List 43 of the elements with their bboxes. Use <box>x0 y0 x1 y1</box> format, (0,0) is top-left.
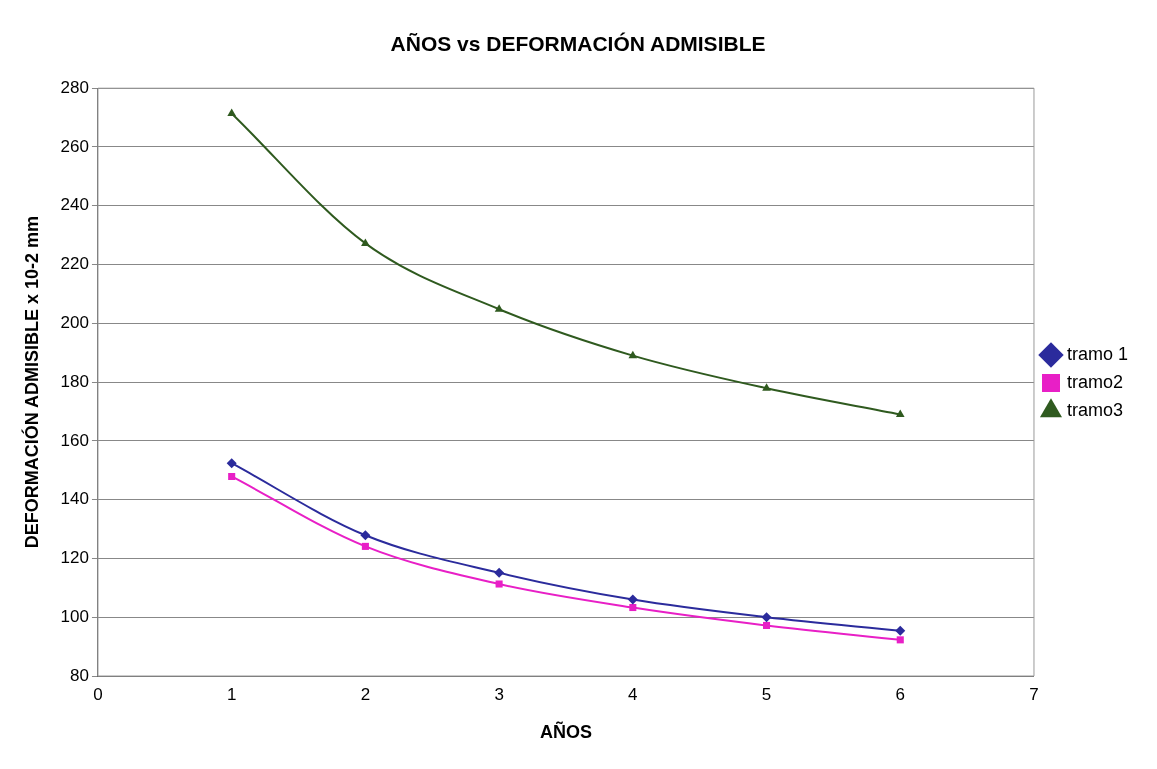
y-tick-label: 100 <box>60 606 89 626</box>
legend-label: tramo2 <box>1066 371 1124 392</box>
point <box>761 612 772 623</box>
point <box>629 603 637 612</box>
y-tick-label: 200 <box>60 313 89 333</box>
y-tick-label: 160 <box>60 430 89 450</box>
point <box>895 625 906 636</box>
y-tick-label: 80 <box>70 665 89 685</box>
x-tick-label: 1 <box>226 684 237 704</box>
x-tick-label: 5 <box>761 684 772 704</box>
point <box>628 350 638 359</box>
y-tick-label: 240 <box>60 195 89 215</box>
point <box>494 567 505 578</box>
point <box>763 621 771 629</box>
x-tick-label: 7 <box>1029 684 1039 704</box>
x-tick-label: 0 <box>93 684 103 704</box>
point <box>495 580 503 588</box>
y-tick-label: 120 <box>60 548 89 568</box>
point <box>895 409 905 417</box>
y-tick-label: 220 <box>60 254 89 274</box>
x-tick-label: 6 <box>895 684 905 704</box>
point <box>360 530 371 541</box>
x-tick-label: 3 <box>494 684 504 704</box>
point <box>762 383 771 391</box>
x-tick-label: 4 <box>628 684 638 704</box>
y-tick-label: 280 <box>60 77 89 97</box>
point <box>494 304 504 312</box>
point <box>627 594 638 605</box>
point <box>361 542 369 550</box>
chart-title: AÑOS vs DEFORMACIÓN ADMISIBLE <box>390 32 766 56</box>
x-axis-title: AÑOS <box>539 721 592 743</box>
legend-label: tramo3 <box>1066 399 1124 420</box>
y-tick-label: 140 <box>60 489 89 509</box>
y-tick-label: 180 <box>60 371 89 391</box>
point <box>226 458 237 469</box>
x-tick-label: 2 <box>360 684 371 704</box>
y-axis-title: DEFORMACIÓN ADMISIBLE x 10-2 mm <box>20 215 42 549</box>
point <box>361 238 370 246</box>
point <box>228 472 236 480</box>
legend-label: tramo 1 <box>1066 343 1129 364</box>
point <box>896 636 904 644</box>
y-tick-label: 260 <box>60 136 89 156</box>
point <box>227 108 237 116</box>
